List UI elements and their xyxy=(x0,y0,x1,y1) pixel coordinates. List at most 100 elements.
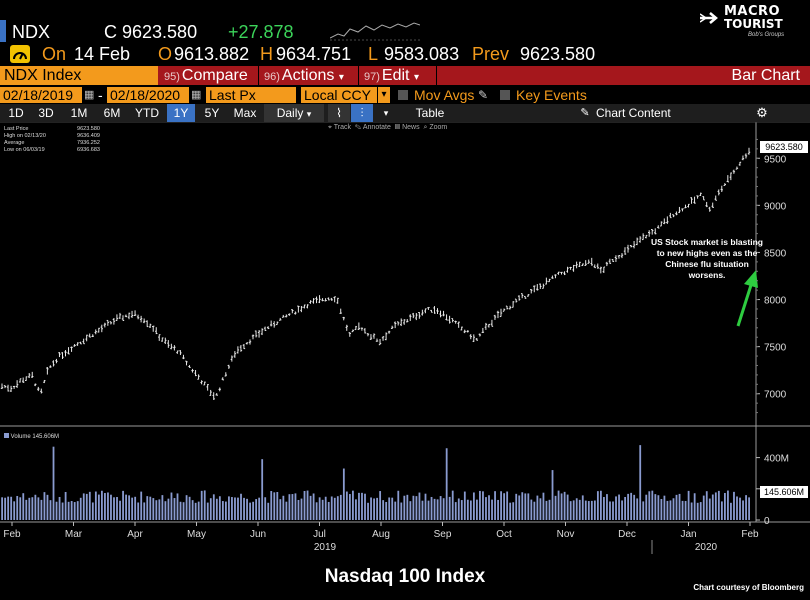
volume-bar xyxy=(167,498,170,520)
start-date-input[interactable]: 02/18/2019 xyxy=(0,87,82,103)
period-max[interactable]: Max xyxy=(233,106,257,120)
calendar-icon[interactable]: ▦ xyxy=(84,89,95,101)
divider xyxy=(358,66,359,85)
volume-bar xyxy=(560,493,563,520)
actions-menu[interactable]: 96) Actions ▾ xyxy=(264,66,344,85)
period-3d[interactable]: 3D xyxy=(38,106,54,120)
volume-bar xyxy=(509,502,512,520)
volume-bar xyxy=(551,470,554,520)
zoom-tool[interactable]: Zoom xyxy=(429,124,448,131)
news-icon[interactable]: ▤ xyxy=(394,124,401,131)
mov-avgs-label[interactable]: Mov Avgs xyxy=(414,87,475,103)
period-1y[interactable]: 1Y xyxy=(167,104,195,122)
chart-type-caret-icon[interactable]: ▾ xyxy=(383,108,389,118)
table-button[interactable]: Table xyxy=(415,106,445,120)
volume-bar xyxy=(699,502,702,520)
field-select[interactable]: Last Px xyxy=(206,87,296,103)
volume-bar xyxy=(578,499,581,520)
volume-bar xyxy=(445,448,448,520)
calendar-icon[interactable]: ▦ xyxy=(191,89,202,101)
volume-bar xyxy=(197,501,200,520)
volume-bar xyxy=(149,496,152,520)
volume-bar xyxy=(300,498,303,520)
compare-label: Compare xyxy=(181,67,248,84)
volume-bar xyxy=(506,491,509,520)
volume-bar xyxy=(403,495,406,520)
x-tick-label: Sep xyxy=(434,529,452,540)
volume-bar xyxy=(176,493,179,520)
volume-bar xyxy=(512,502,515,520)
track-tool[interactable]: Track xyxy=(333,124,352,131)
pencil-icon[interactable]: ✎ xyxy=(478,88,489,102)
volume-bar xyxy=(542,492,545,520)
currency-dropdown-icon[interactable]: ▾ xyxy=(378,87,390,103)
volume-bar xyxy=(693,493,696,520)
grid-lines xyxy=(0,122,810,523)
period-6m[interactable]: 6M xyxy=(103,106,121,120)
y-tick-label: 8000 xyxy=(764,296,787,307)
volume-bar xyxy=(717,490,720,520)
volume-bar xyxy=(361,492,363,520)
zoom-icon[interactable]: ⌕ xyxy=(423,124,428,131)
chart-content-icon[interactable]: ✎ xyxy=(580,107,590,119)
volume-bar xyxy=(188,496,191,520)
frequency-select[interactable]: Daily ▾ xyxy=(264,104,324,122)
volume-bar xyxy=(494,491,496,520)
chart-type-label[interactable]: Bar Chart xyxy=(731,67,800,84)
period-bar: 1D 3D 1M 6M YTD 1Y 5Y Max Daily ▾ ⌇ ⫶ ▾ … xyxy=(0,104,810,122)
compare-menu[interactable]: 95) Compare xyxy=(164,66,248,85)
end-date-input[interactable]: 02/18/2020 xyxy=(107,87,189,103)
volume-bar xyxy=(406,494,409,520)
volume-bar xyxy=(687,490,690,520)
volume-bar xyxy=(279,499,282,520)
volume-bar xyxy=(249,502,251,520)
volume-bar xyxy=(85,493,88,520)
annotate-icon[interactable]: ✎ xyxy=(354,124,362,131)
volume-bar xyxy=(367,502,369,520)
news-tool[interactable]: News xyxy=(402,124,420,131)
edit-menu[interactable]: 97) Edit ▾ xyxy=(364,66,419,85)
volume-bar xyxy=(288,494,291,520)
volume-bar xyxy=(745,495,747,520)
y-tick-label: 9500 xyxy=(764,154,787,165)
key-events-label[interactable]: Key Events xyxy=(516,87,587,103)
volume-bar xyxy=(569,501,572,520)
volume-bar xyxy=(122,490,124,520)
volume-bar xyxy=(500,491,503,520)
volume-bar xyxy=(739,497,741,520)
chart-content-button[interactable]: Chart Content xyxy=(596,106,671,120)
period-5y[interactable]: 5Y xyxy=(204,106,220,120)
volume-bar xyxy=(246,498,248,520)
volume-bar xyxy=(545,500,548,520)
frequency-caret-icon: ▾ xyxy=(306,109,312,119)
period-ytd[interactable]: YTD xyxy=(135,106,159,120)
bar-chart-icon[interactable]: ⫶ xyxy=(351,104,373,122)
period-1d[interactable]: 1D xyxy=(8,106,24,120)
volume-bar xyxy=(264,497,267,520)
ticker-symbol[interactable]: NDX xyxy=(12,22,51,42)
annotate-tool[interactable]: Annotate xyxy=(362,124,391,131)
legend-label: Average xyxy=(4,140,25,146)
volume-bar xyxy=(200,490,203,520)
volume-bar xyxy=(385,501,388,520)
volume-bar xyxy=(306,490,309,520)
track-icon[interactable]: ⌖ xyxy=(328,124,332,131)
date-separator: - xyxy=(98,87,103,103)
volume-bar xyxy=(684,500,687,520)
currency-select[interactable]: Local CCY xyxy=(301,87,377,103)
security-field[interactable]: NDX Index xyxy=(0,66,158,85)
legend-value: 7936.252 xyxy=(77,140,100,146)
volume-bar xyxy=(427,500,430,520)
line-chart-icon[interactable]: ⌇ xyxy=(328,104,350,122)
volume-bar xyxy=(16,495,19,520)
mov-avgs-checkbox[interactable] xyxy=(398,90,408,100)
key-events-checkbox[interactable] xyxy=(500,90,510,100)
x-tick-label: Mar xyxy=(65,529,83,540)
volume-bar xyxy=(539,498,542,520)
volume-bar xyxy=(76,501,79,520)
volume-bar xyxy=(485,497,487,520)
settings-gear-icon[interactable]: ⚙ xyxy=(756,105,768,120)
volume-bar xyxy=(104,493,106,520)
actions-num: 96) xyxy=(264,71,280,83)
period-1m[interactable]: 1M xyxy=(70,106,88,120)
